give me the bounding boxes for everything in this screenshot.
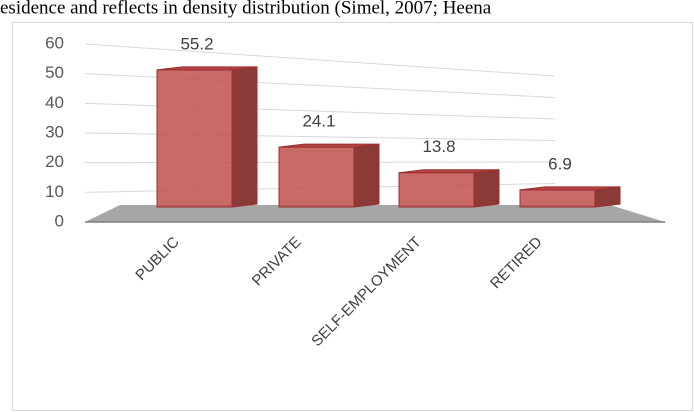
- y-tick-label: 0: [55, 211, 64, 230]
- bar: [156, 66, 258, 208]
- value-label: 55.2: [180, 34, 213, 53]
- grid-line: [84, 43, 556, 77]
- bar-front: [278, 146, 355, 208]
- bar-side: [231, 66, 258, 208]
- bar-front: [156, 69, 233, 208]
- value-label: 24.1: [302, 112, 335, 131]
- bar-front: [398, 172, 475, 208]
- y-tick-label: 60: [45, 33, 64, 52]
- y-tick-label: 30: [45, 122, 64, 141]
- y-tick-label: 10: [45, 182, 64, 201]
- y-tick-label: 50: [45, 63, 64, 82]
- value-label: 6.9: [548, 154, 572, 173]
- page-text: esidence and reflects in density distrib…: [0, 0, 492, 18]
- bar-front: [519, 189, 596, 208]
- y-tick-label: 40: [45, 93, 64, 112]
- value-label: 13.8: [422, 137, 455, 156]
- bar: [398, 169, 500, 208]
- bar: [278, 143, 380, 208]
- bar-side: [473, 169, 500, 208]
- y-tick-label: 20: [45, 152, 64, 171]
- floor: [85, 205, 665, 222]
- bar: [519, 186, 621, 208]
- bar-side: [353, 143, 380, 208]
